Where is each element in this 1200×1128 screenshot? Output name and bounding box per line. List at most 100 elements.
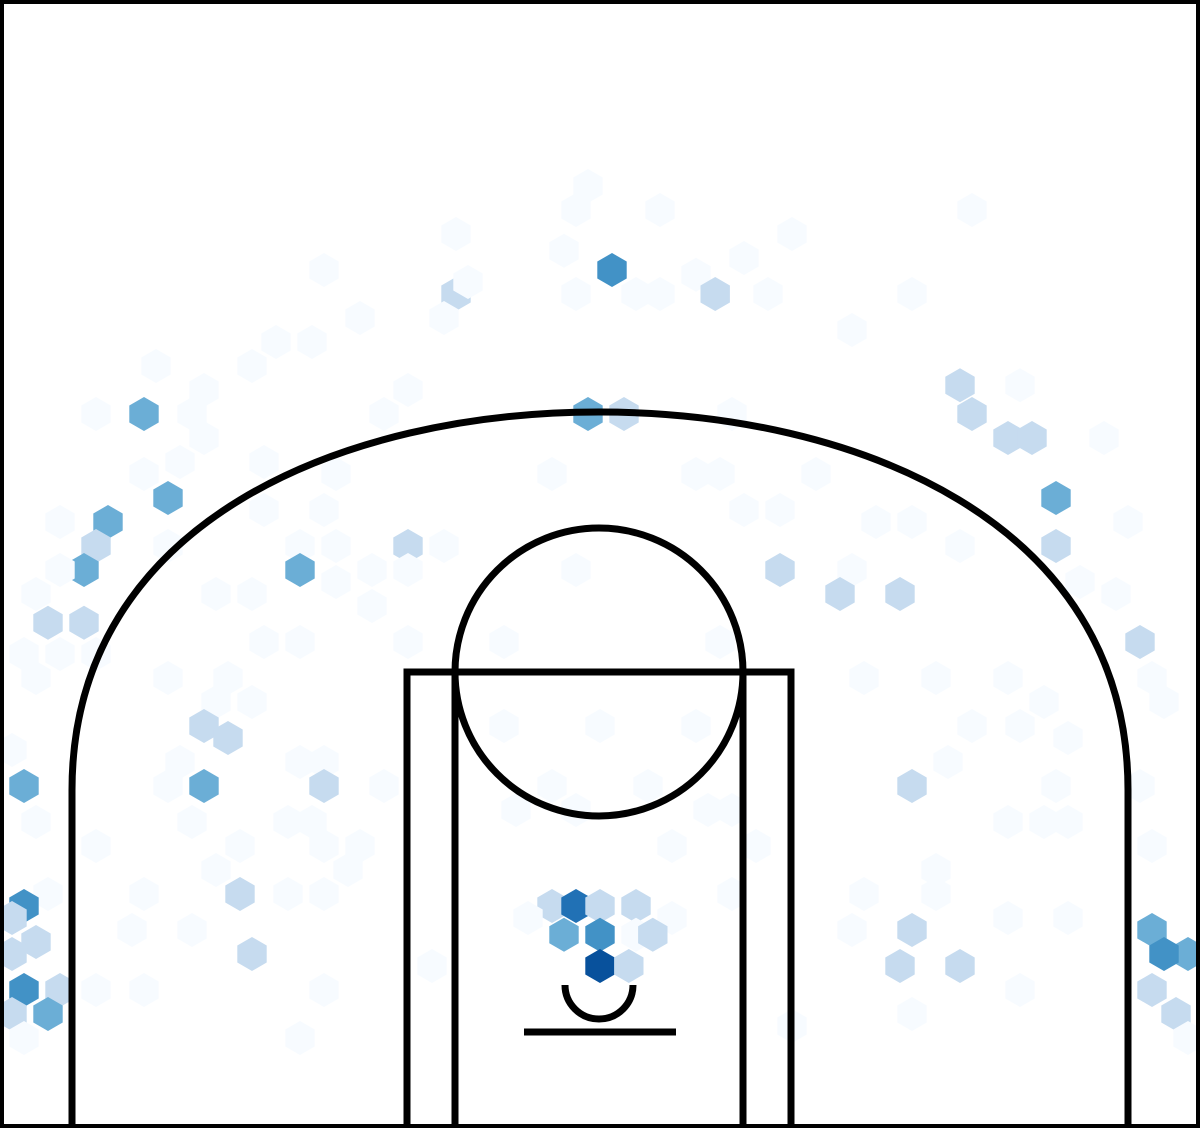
hexbin-cell — [81, 397, 111, 431]
hexbin-cell — [717, 877, 747, 911]
hexbin-cell — [1041, 769, 1071, 803]
hexbin-cell — [129, 877, 159, 911]
hexbin-cell — [1029, 685, 1059, 719]
paint-outer — [403, 668, 795, 1128]
hexbin-cell — [9, 1021, 39, 1055]
hexbin-cell — [1053, 805, 1083, 839]
hexbin-cell — [993, 661, 1023, 695]
hexbin-cell — [321, 529, 351, 563]
hexbin-cell — [345, 301, 375, 335]
hexbin-cell — [825, 577, 855, 611]
hexbin-cell — [21, 805, 51, 839]
hexbin-cell — [1173, 937, 1200, 971]
hexbin-cell — [0, 997, 27, 1031]
hexbin-cell — [921, 853, 951, 887]
hexbin-cell — [309, 829, 339, 863]
hexbin-cell — [1113, 505, 1143, 539]
hexbin-cell — [21, 925, 51, 959]
hexbin-cell — [417, 949, 447, 983]
hexbin-cell — [1005, 973, 1035, 1007]
hexbin-cell — [1161, 997, 1191, 1031]
hexbin-cell — [1089, 421, 1119, 455]
hexbin-cell — [189, 769, 219, 803]
hexbin-cell — [237, 937, 267, 971]
hexbin-cell — [0, 901, 27, 935]
hexbin-cell — [285, 529, 315, 563]
hexbin-cell — [837, 313, 867, 347]
hexbin-cell — [933, 745, 963, 779]
hexbin-cell — [1017, 421, 1047, 455]
hexbin-cell — [285, 745, 315, 779]
hexbin-cell — [45, 553, 75, 587]
hexbin-cell — [237, 685, 267, 719]
hexbin-cell — [921, 661, 951, 695]
hexbin-cell — [489, 625, 519, 659]
hexbin-cell — [261, 325, 291, 359]
hexbin-cell — [213, 661, 243, 695]
hexbin-cell — [621, 889, 651, 923]
hexbin-cell — [309, 769, 339, 803]
hexbin-cell — [681, 457, 711, 491]
hexbin-cell — [201, 577, 231, 611]
hexbin-cell — [1173, 1021, 1200, 1055]
hexbin-cell — [1137, 661, 1167, 695]
hexbin-cell — [837, 913, 867, 947]
hexbin-cell — [537, 769, 567, 803]
hexbin-cell — [897, 769, 927, 803]
hexbin-cell — [45, 505, 75, 539]
hexbin-cell — [453, 265, 483, 299]
hexbin-cell — [153, 661, 183, 695]
hexbin-cell — [129, 973, 159, 1007]
hexbin-cell — [225, 829, 255, 863]
hexbin-cell — [921, 877, 951, 911]
hexbin-cell — [153, 481, 183, 515]
hexbin-cell — [849, 877, 879, 911]
hexbin-cell — [1065, 565, 1095, 599]
hexbin-cell — [309, 973, 339, 1007]
hexbin-cell — [225, 877, 255, 911]
hexbin-cell — [189, 421, 219, 455]
hexbin-cell — [273, 805, 303, 839]
hexbin-cell — [1149, 937, 1179, 971]
hexbin-cell — [81, 529, 111, 563]
hexbin-cell — [561, 193, 591, 227]
hexbin-cell — [177, 913, 207, 947]
hexbin-cell — [501, 793, 531, 827]
hexbin-cell — [0, 733, 27, 767]
hexbin-cell — [69, 605, 99, 640]
hexbin-cell — [1125, 625, 1155, 659]
hexbin-cell — [645, 193, 675, 227]
hexbin-cell — [945, 949, 975, 983]
hexbin-cell — [717, 793, 747, 827]
hexbin-cell — [700, 277, 730, 311]
hexbin-cell — [0, 937, 27, 971]
hexbin-cell — [705, 625, 735, 659]
hexbin-cell — [645, 277, 675, 311]
hexbin-cell — [285, 553, 315, 587]
hexbin-cell — [693, 793, 723, 827]
hexbin-cell — [741, 829, 771, 863]
hexbin-cell — [273, 877, 303, 911]
hexbin-cell — [801, 457, 831, 491]
hexbin-cell — [165, 745, 195, 779]
hexbin-cell — [585, 709, 615, 743]
hexbin-cell — [561, 889, 591, 923]
hexbin-cell — [765, 553, 795, 587]
hexbin-cell — [33, 997, 63, 1031]
hexbin-cell — [429, 301, 459, 335]
hexbin-cell — [309, 745, 339, 779]
hexbin-cell — [1041, 481, 1071, 515]
hexbin-cell — [165, 445, 195, 479]
hexbin-cell — [333, 853, 363, 887]
hexbin-cell — [765, 493, 795, 527]
hexbin-cell — [849, 661, 879, 695]
hexbin-cell — [537, 457, 567, 491]
hexbin-cell — [249, 445, 279, 479]
hexbin-cell — [321, 457, 351, 491]
hexbin-cell — [33, 605, 63, 640]
hexbin-cell — [189, 709, 219, 743]
hexbin-cell — [897, 277, 927, 311]
hexbin-cell — [249, 625, 279, 659]
hexbin-cell — [621, 277, 651, 311]
hexbin-cell — [9, 637, 39, 671]
